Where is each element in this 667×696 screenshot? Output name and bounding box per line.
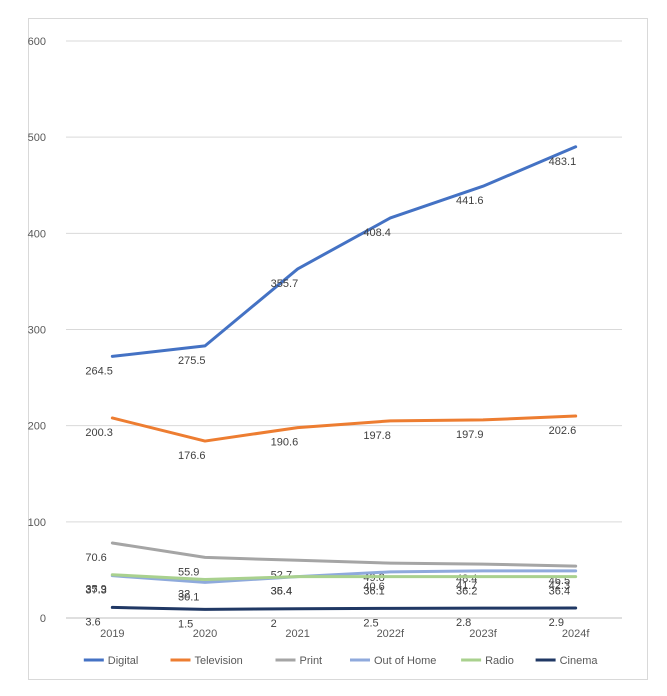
data-label: 264.5 bbox=[85, 365, 113, 377]
x-tick-label: 2020 bbox=[193, 628, 217, 640]
y-tick-label: 100 bbox=[28, 517, 46, 529]
legend-label-digital: Digital bbox=[108, 655, 139, 667]
legend-label-cinema: Cinema bbox=[560, 655, 599, 667]
x-tick-label: 2019 bbox=[100, 628, 124, 640]
data-label: 2.8 bbox=[456, 617, 471, 629]
data-label: 3.6 bbox=[85, 616, 100, 628]
x-tick-label: 2022f bbox=[377, 628, 405, 640]
data-label: 37.3 bbox=[85, 585, 106, 597]
series-line-digital bbox=[110, 145, 578, 358]
y-tick-label: 600 bbox=[28, 36, 46, 48]
x-tick-label: 2024f bbox=[562, 628, 590, 640]
x-tick-label: 2023f bbox=[469, 628, 497, 640]
data-label: 35.9 bbox=[85, 584, 106, 596]
data-label: 190.6 bbox=[271, 437, 299, 449]
data-label: 275.5 bbox=[178, 355, 206, 367]
data-label: 176.6 bbox=[178, 450, 206, 462]
y-tick-label: 0 bbox=[40, 613, 46, 625]
series-line-print bbox=[110, 541, 578, 568]
x-tick-label: 2021 bbox=[285, 628, 309, 640]
data-label: 41.7 bbox=[456, 580, 477, 592]
legend-label-radio: Radio bbox=[485, 655, 514, 667]
y-tick-label: 300 bbox=[28, 325, 46, 337]
data-label: 55.9 bbox=[178, 566, 199, 578]
data-label: 70.6 bbox=[85, 552, 106, 564]
data-label: 36.4 bbox=[549, 586, 570, 598]
y-tick-label: 500 bbox=[28, 132, 46, 144]
data-label: 36.4 bbox=[271, 586, 292, 598]
data-label: 1.5 bbox=[178, 618, 193, 630]
series-line-out-of-home bbox=[110, 569, 578, 584]
data-label: 42.3 bbox=[549, 580, 570, 592]
data-label: 35.4 bbox=[271, 586, 292, 598]
data-label: 32 bbox=[178, 589, 190, 601]
series-line-television bbox=[110, 414, 578, 443]
data-label: 2.5 bbox=[363, 617, 378, 629]
data-label: 197.9 bbox=[456, 429, 484, 441]
data-label: 40.6 bbox=[363, 581, 384, 593]
legend-label-television: Television bbox=[195, 655, 243, 667]
y-tick-label: 200 bbox=[28, 421, 46, 433]
y-tick-label: 400 bbox=[28, 228, 46, 240]
data-label: 36.2 bbox=[456, 586, 477, 598]
data-label: 197.8 bbox=[363, 430, 391, 442]
series-line-radio bbox=[110, 573, 578, 582]
data-label: 483.1 bbox=[549, 156, 577, 168]
data-label: 200.3 bbox=[85, 427, 113, 439]
legend-label-print: Print bbox=[300, 655, 323, 667]
data-label: 202.6 bbox=[549, 425, 577, 437]
data-label: 441.6 bbox=[456, 195, 484, 207]
data-label: 36.1 bbox=[363, 586, 384, 598]
data-label: 408.4 bbox=[363, 227, 391, 239]
legend-label-out-of-home: Out of Home bbox=[374, 655, 436, 667]
data-label: 2 bbox=[271, 618, 277, 630]
data-label: 355.7 bbox=[271, 278, 299, 290]
data-label: 2.9 bbox=[549, 617, 564, 629]
series-line-cinema bbox=[110, 605, 578, 611]
data-label: 30.1 bbox=[178, 591, 199, 603]
